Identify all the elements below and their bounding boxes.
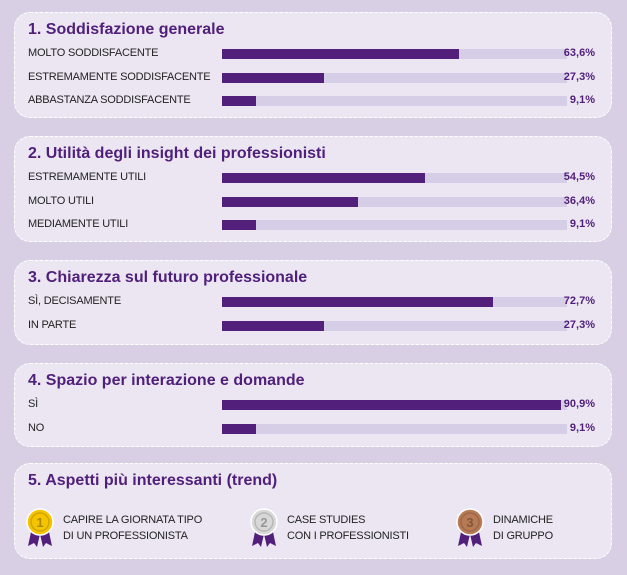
bar xyxy=(222,297,494,307)
svg-text:3: 3 xyxy=(466,515,473,530)
bar xyxy=(222,196,358,207)
bar-value-label: 63,6% xyxy=(563,47,595,59)
chart-panel-2: 2. Utilità degli insight dei professioni… xyxy=(14,136,612,242)
bar-row: MEDIAMENTE UTILI 9,1% xyxy=(28,218,595,232)
chart-panel-1: 1. Soddisfazione generale MOLTO SODDISFAC… xyxy=(14,12,612,118)
bar-value-label: 90,9% xyxy=(563,398,595,410)
trend-line-2: CON I PROFESSIONISTI xyxy=(287,530,409,542)
bar-label: ESTREMAMENTE UTILI xyxy=(28,171,147,183)
trend-line-2: DI GRUPPO xyxy=(493,530,553,542)
bar-track xyxy=(222,423,567,434)
bar xyxy=(222,72,324,83)
bar-track xyxy=(222,72,567,83)
trend-item-text: CASE STUDIES CON I PROFESSIONISTI xyxy=(287,512,409,544)
chart-title: 3. Chiarezza sul futuro professionale xyxy=(28,269,308,286)
bar-row: ABBASTANZA SODDISFACENTE 9,1% xyxy=(28,94,595,108)
bar-row: NO 9,1% xyxy=(28,422,595,436)
bronze-medal-icon: 3 xyxy=(455,506,485,548)
bar-row: IN PARTE 27,3% xyxy=(28,319,595,333)
silver-medal-icon: 2 xyxy=(249,506,279,548)
trend-item-text: DINAMICHE DI GRUPPO xyxy=(493,512,553,544)
bar-track xyxy=(222,320,567,331)
bar-value-label: 72,7% xyxy=(563,295,595,307)
trends-panel: 5. Aspetti più interessanti (trend) 1 CAP… xyxy=(14,463,612,559)
bar-label: MOLTO UTILI xyxy=(28,194,94,207)
gold-medal-icon: 1 xyxy=(25,506,55,548)
chart-title: 4. Spazio per interazione e domande xyxy=(28,372,305,389)
bar-value-label: 9,1% xyxy=(569,421,595,434)
bar-track xyxy=(222,297,567,307)
bar xyxy=(222,400,562,410)
bar-label: SÌ, DECISAMENTE xyxy=(28,295,121,307)
bar-row: ESTREMAMENTE SODDISFACENTE 27,3% xyxy=(28,71,595,85)
chart-title: 2. Utilità degli insight dei professioni… xyxy=(28,145,326,162)
bar-value-label: 9,1% xyxy=(569,94,595,106)
trend-line-1: DINAMICHE xyxy=(493,514,553,526)
bar-label: NO xyxy=(28,421,45,434)
svg-text:2: 2 xyxy=(260,515,267,530)
bar-track xyxy=(222,196,567,207)
bar-label: SÌ xyxy=(28,398,38,410)
bar xyxy=(222,220,256,230)
trend-item-text: CAPIRE LA GIORNATA TIPO DI UN PROFESSIONI… xyxy=(63,512,202,544)
bar-label: MEDIAMENTE UTILI xyxy=(28,218,129,230)
bar-row: MOLTO SODDISFACENTE 63,6% xyxy=(28,47,595,61)
chart-title: 1. Soddisfazione generale xyxy=(28,21,225,38)
bar-track xyxy=(222,96,567,106)
trend-line-2: DI UN PROFESSIONISTA xyxy=(63,530,188,542)
bar-value-label: 36,4% xyxy=(563,194,595,207)
bar-value-label: 9,1% xyxy=(569,218,595,230)
bar-row: MOLTO UTILI 36,4% xyxy=(28,195,595,209)
trends-title: 5. Aspetti più interessanti (trend) xyxy=(28,472,278,489)
bar-label: MOLTO SODDISFACENTE xyxy=(28,47,159,59)
bar-label: ESTREMAMENTE SODDISFACENTE xyxy=(28,70,211,83)
bar-row: SÌ, DECISAMENTE 72,7% xyxy=(28,295,595,309)
bar-track xyxy=(222,173,567,183)
trend-line-1: CASE STUDIES xyxy=(287,514,366,526)
bar xyxy=(222,49,460,59)
chart-panel-3: 3. Chiarezza sul futuro professionale SÌ,… xyxy=(14,260,612,345)
bar-track xyxy=(222,220,567,230)
trend-line-1: CAPIRE LA GIORNATA TIPO xyxy=(63,514,203,526)
bar-value-label: 27,3% xyxy=(563,318,595,331)
bar-row: ESTREMAMENTE UTILI 54,5% xyxy=(28,171,595,185)
bar-row: SÌ 90,9% xyxy=(28,398,595,412)
bar-label: ABBASTANZA SODDISFACENTE xyxy=(28,94,191,106)
bar xyxy=(222,320,324,331)
bar xyxy=(222,173,426,183)
bar-track xyxy=(222,400,567,410)
chart-panel-4: 4. Spazio per interazione e domande SÌ 90… xyxy=(14,363,612,447)
bar xyxy=(222,423,256,434)
bar-label: IN PARTE xyxy=(28,318,77,331)
bar-value-label: 54,5% xyxy=(563,171,595,183)
bar-track xyxy=(222,49,567,59)
bar-value-label: 27,3% xyxy=(563,70,595,83)
bar xyxy=(222,96,256,106)
svg-text:1: 1 xyxy=(36,515,43,530)
